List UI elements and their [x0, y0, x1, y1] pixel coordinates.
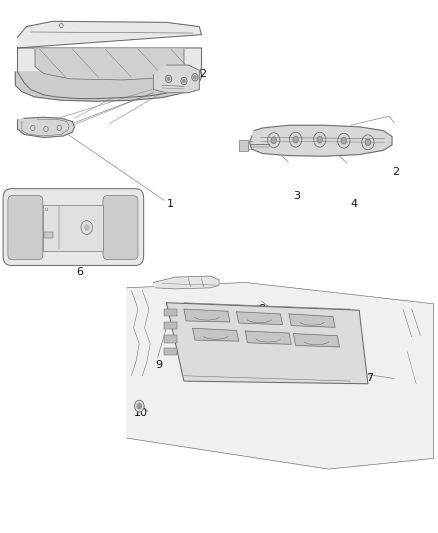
- Polygon shape: [193, 328, 239, 341]
- Polygon shape: [15, 72, 201, 101]
- Bar: [164, 309, 177, 316]
- Text: 6: 6: [77, 267, 84, 277]
- Text: 2: 2: [392, 167, 399, 176]
- FancyBboxPatch shape: [8, 196, 43, 260]
- Text: 3: 3: [293, 191, 300, 201]
- Text: 4: 4: [350, 199, 357, 208]
- Text: 1: 1: [166, 199, 173, 208]
- Circle shape: [365, 139, 371, 146]
- Text: 7: 7: [366, 374, 373, 383]
- Circle shape: [317, 136, 322, 143]
- Polygon shape: [153, 65, 199, 93]
- Polygon shape: [153, 276, 219, 289]
- Text: 10: 10: [134, 408, 148, 418]
- Circle shape: [194, 76, 196, 79]
- Bar: [44, 232, 53, 238]
- Circle shape: [293, 136, 298, 143]
- Bar: [164, 322, 177, 329]
- Circle shape: [85, 225, 89, 230]
- Polygon shape: [245, 331, 291, 344]
- Polygon shape: [35, 49, 184, 80]
- Polygon shape: [250, 125, 392, 156]
- Polygon shape: [289, 314, 335, 327]
- Bar: [164, 348, 177, 355]
- FancyBboxPatch shape: [239, 140, 248, 151]
- Circle shape: [341, 138, 346, 144]
- FancyBboxPatch shape: [3, 189, 144, 265]
- Circle shape: [271, 137, 276, 143]
- Circle shape: [137, 403, 141, 409]
- Circle shape: [134, 400, 144, 412]
- Polygon shape: [18, 21, 201, 48]
- Text: 8: 8: [258, 304, 265, 314]
- Polygon shape: [18, 48, 201, 99]
- Polygon shape: [166, 303, 368, 384]
- Polygon shape: [18, 117, 74, 138]
- FancyBboxPatch shape: [103, 196, 138, 260]
- Polygon shape: [127, 282, 434, 469]
- Circle shape: [183, 79, 185, 83]
- Text: 9: 9: [155, 360, 162, 370]
- Text: u: u: [45, 207, 48, 212]
- Polygon shape: [184, 309, 230, 322]
- Bar: [164, 335, 177, 343]
- Polygon shape: [293, 334, 339, 347]
- Polygon shape: [237, 312, 283, 325]
- Circle shape: [167, 77, 170, 80]
- Bar: [43, 205, 103, 251]
- Text: 2: 2: [199, 69, 206, 78]
